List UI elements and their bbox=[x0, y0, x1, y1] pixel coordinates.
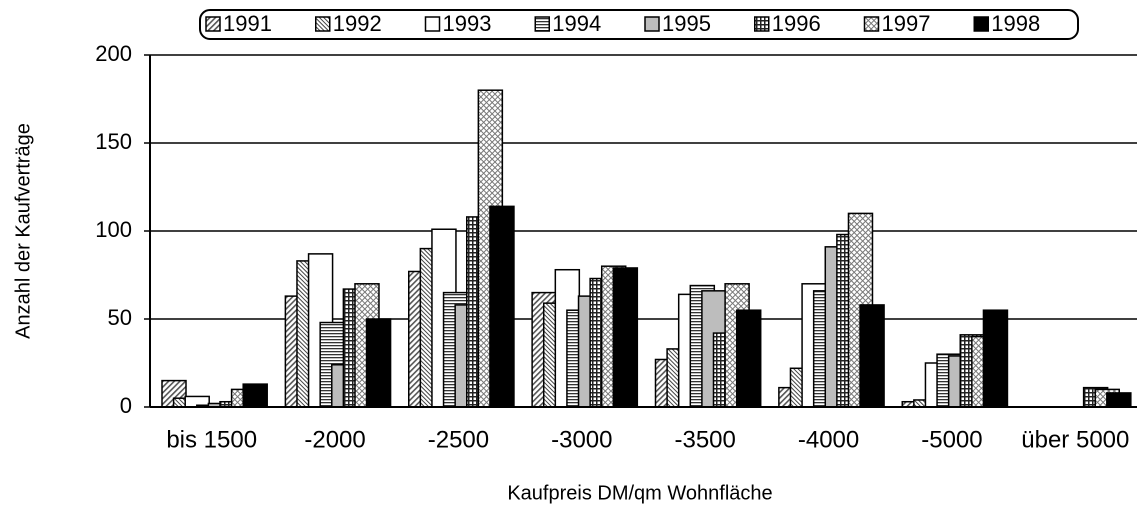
legend-label: 1997 bbox=[882, 11, 931, 36]
legend-label: 1995 bbox=[662, 11, 711, 36]
legend-swatch bbox=[205, 16, 221, 32]
bar bbox=[859, 304, 885, 408]
legend-label: 1993 bbox=[443, 11, 492, 36]
legend-label: 1991 bbox=[223, 11, 272, 36]
bar bbox=[612, 267, 639, 408]
bar bbox=[489, 205, 515, 408]
legend-label: 1996 bbox=[772, 11, 821, 36]
legend-swatch bbox=[534, 16, 550, 32]
legend-box bbox=[199, 9, 1079, 40]
x-tick-label: -3000 bbox=[551, 426, 612, 453]
legend-label: 1992 bbox=[333, 11, 382, 36]
y-tick-label: 100 bbox=[95, 217, 132, 242]
bar bbox=[735, 309, 762, 408]
x-tick-label: -3500 bbox=[674, 426, 735, 453]
x-axis-title: Kaufpreis DM/qm Wohnfläche bbox=[507, 482, 772, 504]
x-tick-label: -2000 bbox=[304, 426, 365, 453]
bar bbox=[982, 309, 1009, 408]
x-tick-label: -2500 bbox=[428, 426, 489, 453]
legend-label: 1998 bbox=[991, 11, 1040, 36]
x-tick-label: -5000 bbox=[921, 426, 982, 453]
x-tick-label: bis 1500 bbox=[166, 426, 257, 453]
y-tick-label: 150 bbox=[95, 129, 132, 154]
y-tick-label: 0 bbox=[120, 393, 132, 418]
legend-label: 1994 bbox=[552, 11, 601, 36]
y-tick-label: 200 bbox=[95, 41, 132, 66]
legend-swatch bbox=[973, 16, 989, 32]
legend-swatch bbox=[644, 16, 660, 32]
x-tick-label: -4000 bbox=[798, 426, 859, 453]
y-tick-label: 50 bbox=[108, 305, 132, 330]
legend-swatch bbox=[424, 16, 441, 32]
bar bbox=[365, 318, 392, 408]
legend-swatch bbox=[754, 16, 770, 32]
legend-swatch bbox=[315, 16, 331, 32]
y-axis-title: Anzahl der Kaufverträge bbox=[12, 123, 34, 339]
bar bbox=[242, 383, 268, 408]
bar bbox=[1106, 392, 1132, 408]
legend-swatch bbox=[863, 16, 880, 32]
x-tick-label: über 5000 bbox=[1021, 426, 1129, 453]
